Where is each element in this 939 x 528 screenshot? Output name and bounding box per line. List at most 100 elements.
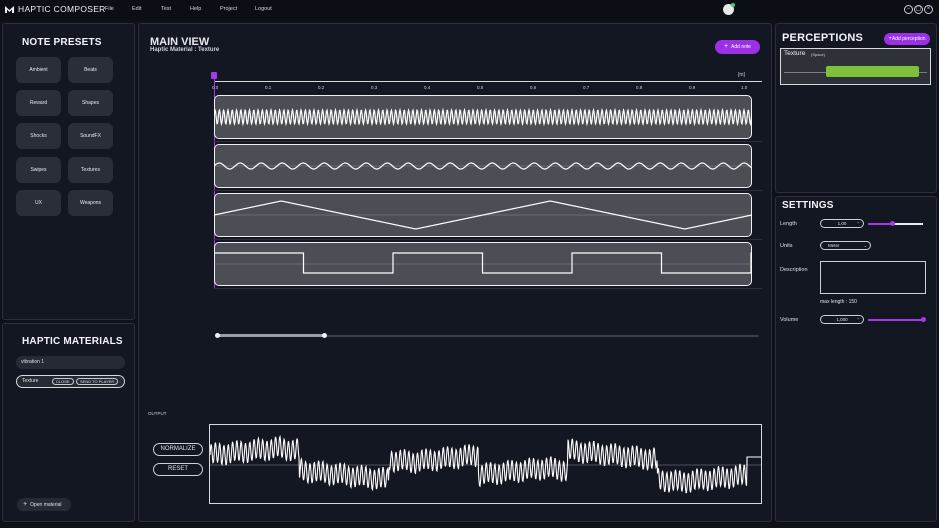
perception-name: Texture: [784, 50, 806, 57]
sine-wave: [214, 162, 752, 170]
length-slider-fill: [868, 223, 893, 225]
tick-label: 0.3: [371, 85, 378, 90]
waveform-graph: [214, 252, 752, 274]
playhead-handle[interactable]: [211, 72, 217, 79]
reset-button[interactable]: RESET: [153, 463, 203, 476]
unit-label: [m]: [738, 72, 745, 78]
preset-weapons[interactable]: Weapons: [68, 190, 113, 216]
menu-test[interactable]: Test: [161, 6, 172, 12]
menu-edit[interactable]: Edit: [132, 6, 142, 12]
haptic-materials-title: HAPTIC MATERIALS: [22, 336, 123, 347]
online-status-icon: [731, 3, 735, 7]
stepper-icon: ⌃: [856, 221, 860, 226]
preset-textures[interactable]: Textures: [68, 157, 113, 183]
preset-swipes[interactable]: Swipes: [16, 157, 61, 183]
perception-item[interactable]: Texture (Space): [780, 48, 931, 85]
settings-title: SETTINGS: [782, 200, 834, 211]
note-track-sine[interactable]: [214, 144, 752, 188]
waveform-graph: [214, 200, 752, 230]
perception-tag: (Space): [811, 52, 826, 57]
open-material-label: Open material: [30, 502, 62, 508]
note-track-square[interactable]: [214, 242, 752, 286]
track-separator: [214, 288, 762, 289]
menu-logout[interactable]: Logout: [255, 6, 272, 12]
tick-label: 0.5: [477, 85, 484, 90]
minimize-icon[interactable]: −: [904, 5, 913, 14]
preset-reward[interactable]: Reward: [16, 90, 61, 116]
add-note-button[interactable]: + Add note: [715, 40, 760, 54]
note-track-triangle[interactable]: [214, 193, 752, 237]
maximize-icon[interactable]: ▢: [914, 5, 923, 14]
length-input[interactable]: 1,00 ⌃: [820, 219, 864, 228]
preset-soundfx[interactable]: SoundFX: [68, 123, 113, 149]
perception-bar[interactable]: [826, 66, 919, 77]
description-input[interactable]: [820, 261, 926, 294]
open-material-button[interactable]: + Open material: [17, 498, 71, 511]
stepper-icon: ⌃: [856, 317, 860, 322]
haptic-materials-panel: [2, 323, 135, 522]
top-bar: [0, 0, 939, 20]
scroll-handle-start[interactable]: [215, 333, 220, 338]
add-perception-button[interactable]: +Add perception: [884, 33, 930, 45]
plus-icon: +: [888, 36, 892, 42]
volume-value: 1,000: [836, 317, 848, 322]
timeline-scrollbar[interactable]: [216, 335, 759, 337]
add-perception-label: Add perception: [891, 36, 926, 42]
output-wave: [210, 434, 761, 494]
length-slider-thumb[interactable]: [890, 221, 896, 226]
units-select[interactable]: Meter ⌄: [820, 241, 871, 250]
normalize-button[interactable]: NORMALIZE: [153, 443, 203, 456]
length-slider[interactable]: [868, 223, 923, 225]
tick-label: 0.2: [318, 85, 325, 90]
add-note-label: Add note: [731, 44, 752, 50]
preset-shocks[interactable]: Shocks: [16, 123, 61, 149]
menu-file[interactable]: File: [105, 6, 114, 12]
tick-label: 0.9: [689, 85, 696, 90]
material-item[interactable]: vibration 1: [16, 356, 125, 369]
main-view-title: MAIN VIEW: [150, 36, 210, 48]
chevron-down-icon: ⌄: [863, 243, 867, 248]
output-waveform: [209, 424, 762, 504]
note-track-vibration[interactable]: [214, 95, 752, 139]
output-graph: [210, 434, 761, 494]
user-avatar[interactable]: [723, 4, 734, 15]
tick-label: 0.6: [530, 85, 537, 90]
perceptions-title: PERCEPTIONS: [782, 32, 864, 44]
preset-ux[interactable]: UX: [16, 190, 61, 216]
material-subtitle: Haptic Material : Texture: [150, 47, 220, 53]
plus-icon: +: [23, 501, 28, 508]
preset-ambient[interactable]: Ambient: [16, 57, 61, 83]
length-value: 1,00: [837, 221, 847, 226]
units-label: Units: [780, 243, 793, 249]
volume-label: Volume: [780, 317, 799, 323]
track-separator: [214, 141, 762, 142]
menu-help[interactable]: Help: [190, 6, 202, 12]
triangle-wave: [214, 200, 752, 230]
description-label: Description: [780, 267, 808, 273]
tick-label: 1.0: [741, 85, 748, 90]
output-label: OUTPUT: [148, 411, 167, 416]
menu-project[interactable]: Project: [220, 6, 238, 12]
scroll-handle-end[interactable]: [322, 333, 328, 338]
volume-slider-thumb[interactable]: [920, 317, 926, 322]
timeline-ruler: [214, 81, 762, 82]
note-presets-title: NOTE PRESETS: [22, 37, 102, 48]
preset-beats[interactable]: Beats: [68, 57, 113, 83]
close-icon[interactable]: ×: [924, 5, 933, 14]
square-wave: [214, 252, 752, 274]
settings-panel: [775, 196, 937, 522]
close-material-button[interactable]: CLOSE: [52, 378, 74, 385]
waveform-graph: [214, 162, 752, 170]
tick-label: 0.0: [212, 85, 219, 90]
tick-label: 0.8: [636, 85, 643, 90]
preset-shapes[interactable]: Shapes: [68, 90, 113, 116]
send-to-player-button[interactable]: SEND TO PLAYER: [76, 378, 119, 385]
tick-label: 0.4: [424, 85, 431, 90]
timeline-scrollbar-thumb[interactable]: [216, 334, 325, 337]
tick-label: 0.1: [265, 85, 272, 90]
volume-input[interactable]: 1,000 ⌃: [820, 315, 864, 324]
vibration-wave: [214, 107, 752, 127]
volume-slider-fill: [868, 319, 923, 321]
waveform-graph: [214, 107, 752, 127]
tick-label: 0.7: [583, 85, 590, 90]
